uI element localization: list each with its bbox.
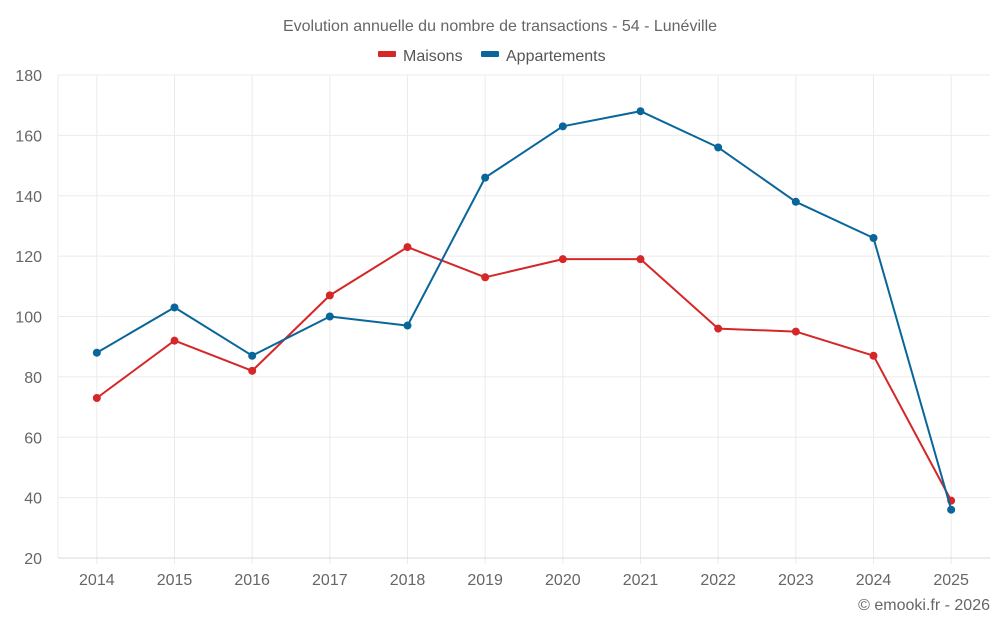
data-point[interactable]: [791, 197, 800, 206]
y-tick-label: 80: [24, 370, 42, 387]
y-tick-label: 60: [24, 430, 42, 447]
x-axis: 2014 2015 2016 2017 2018 2019 2020 2021 2022 2023…: [58, 557, 990, 589]
x-tick-label: 2023: [778, 572, 814, 589]
y-tick-label: 160: [15, 128, 42, 145]
data-point[interactable]: [248, 351, 257, 360]
y-tick-label: 180: [15, 68, 42, 85]
data-point[interactable]: [481, 273, 490, 282]
series-layer: [92, 107, 956, 514]
x-tick-label: 2025: [933, 572, 969, 589]
copyright-footer: © emooki.fr - 2026: [858, 597, 990, 614]
series-line: [96, 110, 953, 510]
legend-swatch: [481, 51, 499, 57]
x-tick-label: 2014: [79, 572, 115, 589]
series-appartements: [92, 107, 956, 514]
x-tick-label: 2016: [234, 572, 270, 589]
data-point[interactable]: [558, 122, 567, 131]
data-point[interactable]: [947, 505, 956, 514]
y-tick-label: 140: [15, 189, 42, 206]
legend-item-maisons[interactable]: Maisons: [378, 48, 463, 65]
grid: [57, 74, 990, 564]
y-tick-label: 40: [24, 491, 42, 508]
data-point[interactable]: [325, 291, 334, 300]
series-maisons: [92, 243, 956, 505]
data-point[interactable]: [791, 327, 800, 336]
data-point[interactable]: [869, 234, 878, 243]
x-tick-label: 2020: [545, 572, 581, 589]
x-tick-label: 2017: [312, 572, 348, 589]
y-tick-label: 120: [15, 249, 42, 266]
x-tick-label: 2021: [623, 572, 659, 589]
data-point[interactable]: [248, 366, 257, 375]
data-point[interactable]: [714, 324, 723, 333]
x-tick-label: 2024: [856, 572, 892, 589]
x-tick-label: 2022: [700, 572, 736, 589]
data-point[interactable]: [714, 143, 723, 152]
data-point[interactable]: [636, 107, 645, 116]
legend: Maisons Appartements: [378, 48, 606, 65]
legend-label: Appartements: [506, 48, 606, 65]
data-point[interactable]: [481, 173, 490, 182]
series-line: [96, 246, 953, 502]
data-point[interactable]: [92, 348, 101, 357]
data-point[interactable]: [636, 255, 645, 264]
data-point[interactable]: [325, 312, 334, 321]
legend-item-appartements[interactable]: Appartements: [481, 48, 606, 65]
y-tick-label: 20: [24, 551, 42, 568]
data-point[interactable]: [403, 321, 412, 330]
y-axis: 20 40 60 80 100 120 140 160 180: [15, 68, 42, 568]
y-tick-label: 100: [15, 310, 42, 327]
data-point[interactable]: [869, 351, 878, 360]
data-point[interactable]: [403, 243, 412, 252]
x-tick-label: 2018: [390, 572, 426, 589]
legend-label: Maisons: [403, 48, 463, 65]
data-point[interactable]: [558, 255, 567, 264]
x-tick-label: 2019: [467, 572, 503, 589]
chart-title: Evolution annuelle du nombre de transact…: [283, 18, 717, 35]
x-tick-label: 2015: [157, 572, 193, 589]
data-point[interactable]: [170, 336, 179, 345]
legend-swatch: [378, 51, 396, 57]
data-point[interactable]: [170, 303, 179, 312]
data-point[interactable]: [92, 394, 101, 403]
